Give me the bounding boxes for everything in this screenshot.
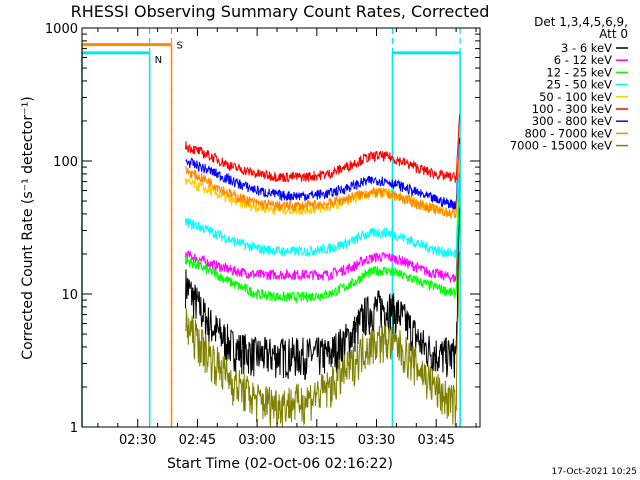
y-tick-label: 10 (61, 288, 78, 303)
legend-label-6: 300 - 800 keV (532, 114, 612, 128)
timestamp: 17-Oct-2021 10:25 (552, 467, 637, 477)
legend-label-1: 6 - 12 keV (554, 53, 612, 67)
x-axis-label: Start Time (02-Oct-06 02:16:22) (167, 456, 393, 472)
plot-frame (81, 27, 481, 428)
series-line-6 (185, 137, 461, 211)
x-tick-label: 03:45 (417, 433, 454, 448)
flag-label-N: N (155, 55, 162, 66)
x-tick-label: 03:30 (358, 433, 395, 448)
series-line-1 (185, 172, 461, 283)
y-tick-label: 1000 (45, 22, 78, 37)
legend-label-8: 7000 - 15000 keV (510, 139, 612, 153)
series-line-5 (185, 114, 461, 183)
series-line-2 (185, 177, 461, 304)
legend-header-line-1: Det 1,3,4,5,6,9, (534, 15, 628, 29)
y-tick-label: 1 (70, 421, 78, 436)
x-tick-label: 02:45 (179, 433, 216, 448)
x-tick-label: 02:30 (119, 433, 156, 448)
series-line-8 (185, 251, 461, 428)
series-line-3 (185, 154, 461, 259)
x-tick-label: 03:00 (238, 433, 275, 448)
y-axis-label: Corrected Count Rate (s⁻¹ detector⁻¹) (20, 96, 36, 359)
series-line-0 (185, 207, 461, 381)
chart-title: RHESSI Observing Summary Count Rates, Co… (71, 2, 490, 21)
legend-label-7: 800 - 7000 keV (524, 126, 612, 140)
legend-label-5: 100 - 300 keV (532, 102, 612, 116)
x-tick-label: 03:15 (298, 433, 335, 448)
flag-label-S: S (177, 41, 183, 52)
legend-label-3: 25 - 50 keV (546, 78, 612, 92)
legend-label-4: 50 - 100 keV (539, 90, 612, 104)
series-line-7 (185, 144, 461, 218)
legend-label-2: 12 - 25 keV (546, 65, 612, 79)
y-tick-label: 100 (53, 155, 78, 170)
legend-header-line-2: Att 0 (599, 27, 628, 41)
legend-label-0: 3 - 6 keV (561, 41, 612, 55)
